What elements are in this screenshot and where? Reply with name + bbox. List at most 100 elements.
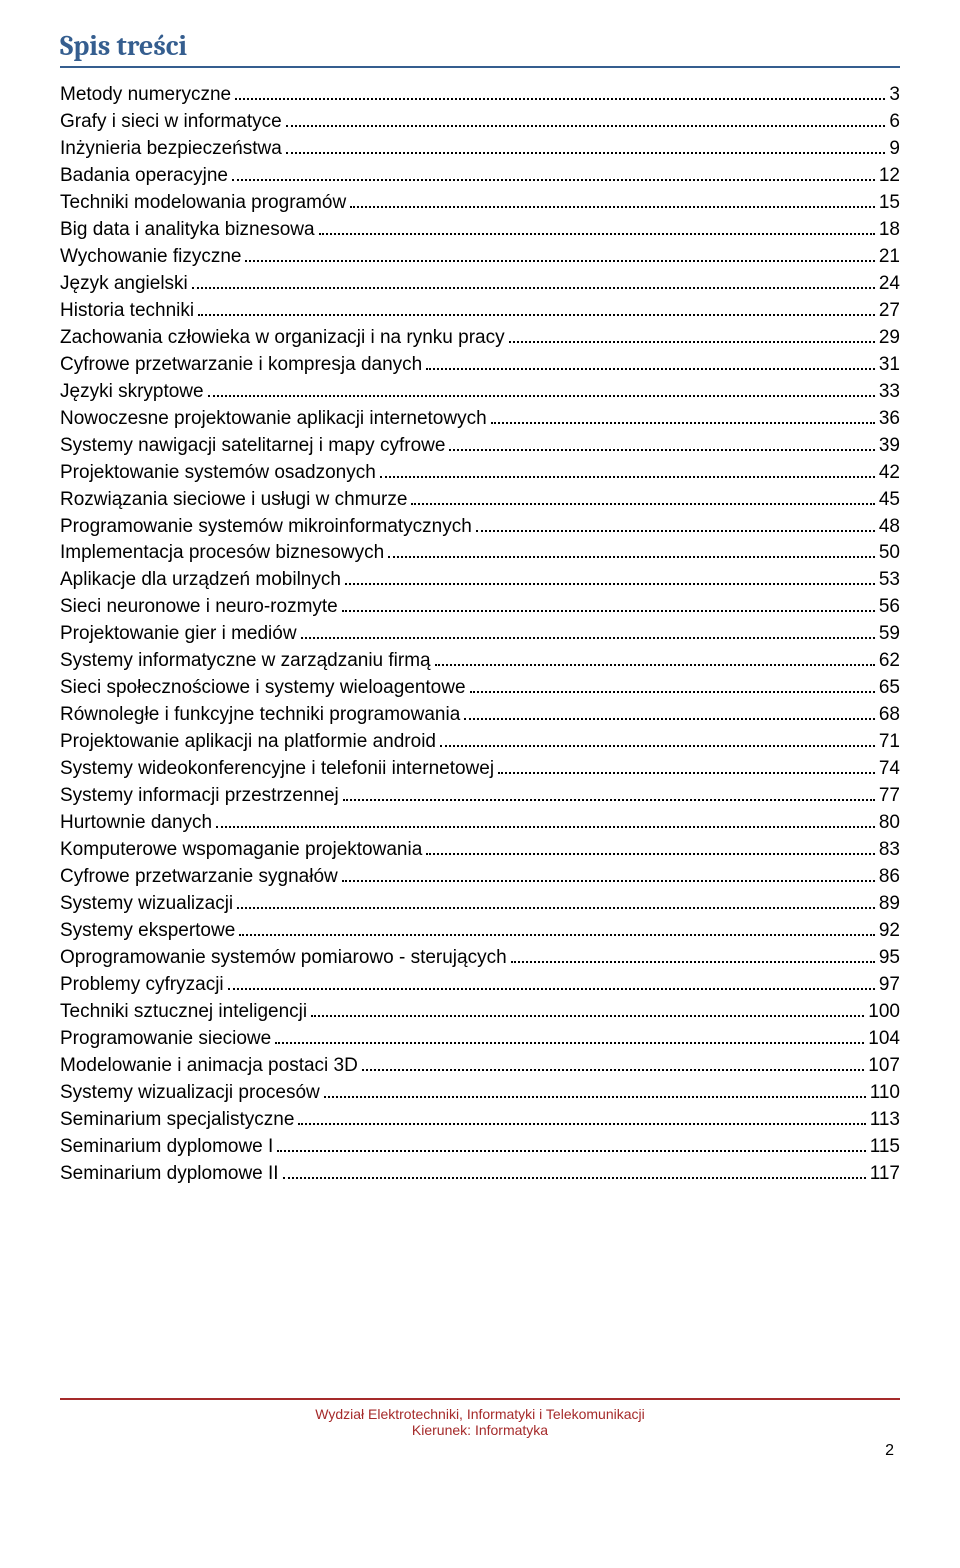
toc-entry-label: Systemy wizualizacji procesów <box>60 1080 320 1107</box>
toc-leader-dots <box>301 637 875 639</box>
toc-entry-label: Techniki sztucznej inteligencji <box>60 999 307 1026</box>
toc-leader-dots <box>298 1123 865 1125</box>
toc-entry[interactable]: Sieci społecznościowe i systemy wieloage… <box>60 675 900 702</box>
toc-entry[interactable]: Modelowanie i animacja postaci 3D107 <box>60 1053 900 1080</box>
toc-entry-label: Sieci neuronowe i neuro-rozmyte <box>60 594 338 621</box>
toc-leader-dots <box>343 799 875 801</box>
toc-entry-label: Cyfrowe przetwarzanie sygnałów <box>60 864 338 891</box>
toc-entry[interactable]: Systemy wizualizacji89 <box>60 891 900 918</box>
toc-leader-dots <box>509 341 875 343</box>
toc-entry-label: Programowanie sieciowe <box>60 1026 271 1053</box>
toc-entry[interactable]: Implementacja procesów biznesowych 50 <box>60 540 900 567</box>
toc-entry-label: Inżynieria bezpieczeństwa <box>60 136 282 163</box>
toc-entry[interactable]: Systemy informacji przestrzennej77 <box>60 783 900 810</box>
toc-entry[interactable]: Techniki sztucznej inteligencji 100 <box>60 999 900 1026</box>
toc-leader-dots <box>286 125 886 127</box>
toc-entry[interactable]: Języki skryptowe33 <box>60 379 900 406</box>
toc-entry[interactable]: Grafy i sieci w informatyce 6 <box>60 109 900 136</box>
toc-leader-dots <box>283 1177 866 1179</box>
toc-entry-page: 9 <box>889 136 900 163</box>
toc-entry[interactable]: Cyfrowe przetwarzanie i kompresja danych… <box>60 352 900 379</box>
toc-entry[interactable]: Systemy informatyczne w zarządzaniu firm… <box>60 648 900 675</box>
toc-entry[interactable]: Rozwiązania sieciowe i usługi w chmurze4… <box>60 487 900 514</box>
toc-leader-dots <box>476 530 875 532</box>
toc-entry[interactable]: Systemy wizualizacji procesów110 <box>60 1080 900 1107</box>
toc-entry-page: 6 <box>889 109 900 136</box>
toc-entry[interactable]: Sieci neuronowe i neuro-rozmyte56 <box>60 594 900 621</box>
toc-entry-label: Równoległe i funkcyjne techniki programo… <box>60 702 460 729</box>
toc-entry[interactable]: Język angielski 24 <box>60 271 900 298</box>
toc-entry-label: Implementacja procesów biznesowych <box>60 540 384 567</box>
toc-entry[interactable]: Równoległe i funkcyjne techniki programo… <box>60 702 900 729</box>
toc-entry-page: 100 <box>868 999 900 1026</box>
toc-entry[interactable]: Hurtownie danych 80 <box>60 810 900 837</box>
toc-entry-page: 80 <box>879 810 900 837</box>
toc-leader-dots <box>192 287 875 289</box>
toc-entry-page: 86 <box>879 864 900 891</box>
toc-entry[interactable]: Cyfrowe przetwarzanie sygnałów 86 <box>60 864 900 891</box>
toc-entry[interactable]: Seminarium dyplomowe I115 <box>60 1134 900 1161</box>
toc-entry[interactable]: Badania operacyjne12 <box>60 163 900 190</box>
toc-entry-label: Systemy informacji przestrzennej <box>60 783 339 810</box>
toc-entry-page: 107 <box>868 1053 900 1080</box>
toc-leader-dots <box>216 826 875 828</box>
toc-leader-dots <box>511 961 875 963</box>
toc-leader-dots <box>426 853 875 855</box>
toc-entry[interactable]: Wychowanie fizyczne21 <box>60 244 900 271</box>
toc-entry-page: 71 <box>879 729 900 756</box>
toc-entry[interactable]: Aplikacje dla urządzeń mobilnych53 <box>60 567 900 594</box>
toc-entry-label: Grafy i sieci w informatyce <box>60 109 282 136</box>
toc-entry-label: Oprogramowanie systemów pomiarowo - ster… <box>60 945 507 972</box>
toc-entry-page: 39 <box>879 433 900 460</box>
toc-entry[interactable]: Programowanie systemów mikroinformatyczn… <box>60 514 900 541</box>
toc-entry[interactable]: Nowoczesne projektowanie aplikacji inter… <box>60 406 900 433</box>
toc-entry-label: Metody numeryczne <box>60 82 231 109</box>
toc-entry-label: Język angielski <box>60 271 188 298</box>
toc-entry-page: 50 <box>879 540 900 567</box>
toc-entry[interactable]: Seminarium specjalistyczne113 <box>60 1107 900 1134</box>
toc-entry-page: 29 <box>879 325 900 352</box>
toc-entry[interactable]: Systemy wideokonferencyjne i telefonii i… <box>60 756 900 783</box>
toc-leader-dots <box>411 503 874 505</box>
toc-entry-label: Komputerowe wspomaganie projektowania <box>60 837 422 864</box>
toc-leader-dots <box>491 422 875 424</box>
toc-leader-dots <box>324 1096 866 1098</box>
toc-entry[interactable]: Seminarium dyplomowe II117 <box>60 1161 900 1188</box>
toc-entry-page: 117 <box>870 1161 900 1188</box>
toc-entry[interactable]: Projektowanie systemów osadzonych42 <box>60 460 900 487</box>
toc-entry-label: Hurtownie danych <box>60 810 212 837</box>
toc-leader-dots <box>277 1150 865 1152</box>
toc-entry[interactable]: Projektowanie aplikacji na platformie an… <box>60 729 900 756</box>
toc-entry-page: 95 <box>879 945 900 972</box>
toc-entry[interactable]: Projektowanie gier i mediów59 <box>60 621 900 648</box>
toc-entry-page: 24 <box>879 271 900 298</box>
toc-entry-page: 3 <box>889 82 900 109</box>
toc-entry[interactable]: Systemy ekspertowe92 <box>60 918 900 945</box>
toc-entry-page: 31 <box>879 352 900 379</box>
toc-entry[interactable]: Systemy nawigacji satelitarnej i mapy cy… <box>60 433 900 460</box>
toc-entry-label: Problemy cyfryzacji <box>60 972 224 999</box>
toc-entry[interactable]: Metody numeryczne 3 <box>60 82 900 109</box>
toc-entry[interactable]: Problemy cyfryzacji97 <box>60 972 900 999</box>
toc-entry-label: Systemy ekspertowe <box>60 918 235 945</box>
toc-entry[interactable]: Zachowania człowieka w organizacji i na … <box>60 325 900 352</box>
toc-entry[interactable]: Komputerowe wspomaganie projektowania83 <box>60 837 900 864</box>
toc-entry[interactable]: Big data i analityka biznesowa18 <box>60 217 900 244</box>
toc-entry-page: 15 <box>879 190 900 217</box>
toc-entry[interactable]: Inżynieria bezpieczeństwa 9 <box>60 136 900 163</box>
toc-entry-label: Badania operacyjne <box>60 163 228 190</box>
toc-entry[interactable]: Historia techniki27 <box>60 298 900 325</box>
toc-entry-page: 53 <box>879 567 900 594</box>
toc-entry[interactable]: Oprogramowanie systemów pomiarowo - ster… <box>60 945 900 972</box>
toc-entry-page: 115 <box>870 1134 900 1161</box>
toc-entry[interactable]: Techniki modelowania programów15 <box>60 190 900 217</box>
toc-entry[interactable]: Programowanie sieciowe104 <box>60 1026 900 1053</box>
toc-entry-page: 62 <box>879 648 900 675</box>
toc-leader-dots <box>449 449 874 451</box>
toc-leader-dots <box>311 1015 864 1017</box>
toc-leader-dots <box>198 314 875 316</box>
toc-leader-dots <box>388 556 875 558</box>
toc-entry-label: Projektowanie systemów osadzonych <box>60 460 376 487</box>
toc-leader-dots <box>245 260 874 262</box>
toc-entry-label: Systemy nawigacji satelitarnej i mapy cy… <box>60 433 445 460</box>
